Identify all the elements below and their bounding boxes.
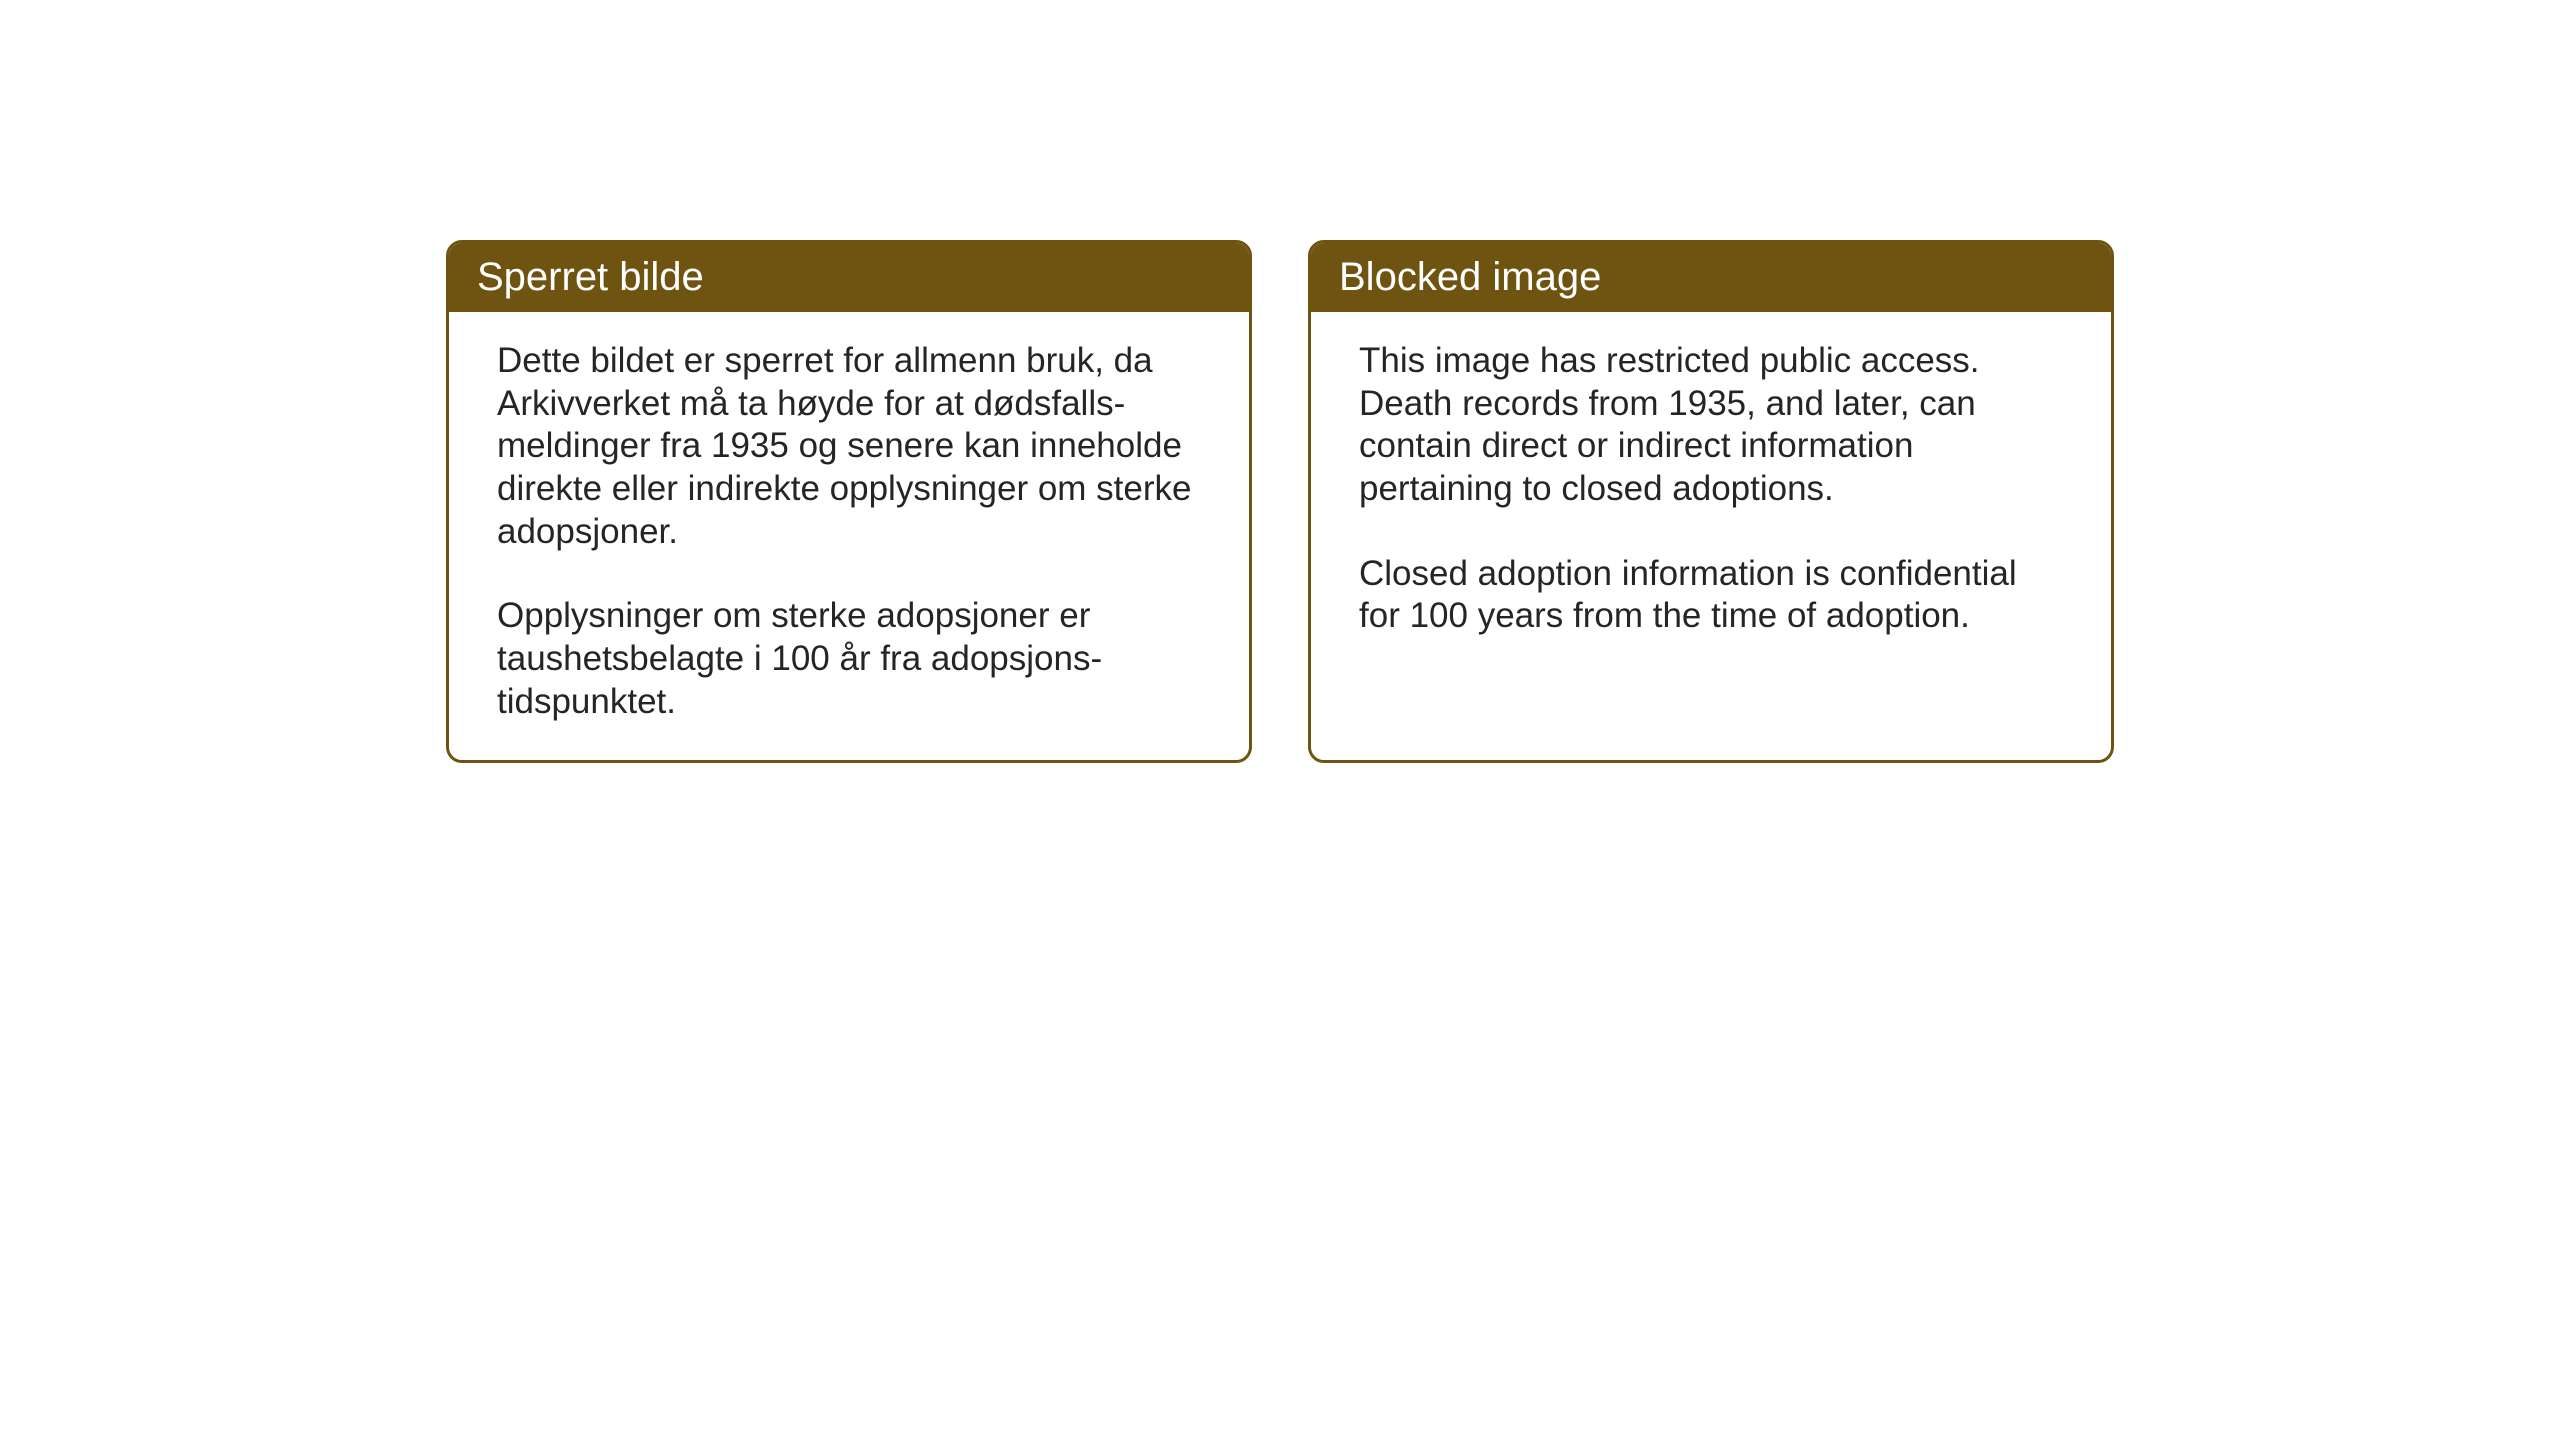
notice-container: Sperret bilde Dette bildet er sperret fo… bbox=[446, 240, 2114, 763]
notice-body-norwegian: Dette bildet er sperret for allmenn bruk… bbox=[449, 312, 1249, 760]
notice-paragraph-2-norwegian: Opplysninger om sterke adopsjoner er tau… bbox=[497, 595, 1201, 723]
notice-header-norwegian: Sperret bilde bbox=[449, 243, 1249, 312]
notice-box-english: Blocked image This image has restricted … bbox=[1308, 240, 2114, 763]
notice-body-english: This image has restricted public access.… bbox=[1311, 312, 2111, 756]
notice-paragraph-1-english: This image has restricted public access.… bbox=[1359, 340, 2063, 511]
notice-paragraph-2-english: Closed adoption information is confident… bbox=[1359, 553, 2063, 638]
notice-box-norwegian: Sperret bilde Dette bildet er sperret fo… bbox=[446, 240, 1252, 763]
notice-paragraph-1-norwegian: Dette bildet er sperret for allmenn bruk… bbox=[497, 340, 1201, 553]
notice-title-english: Blocked image bbox=[1339, 255, 1601, 299]
notice-header-english: Blocked image bbox=[1311, 243, 2111, 312]
notice-title-norwegian: Sperret bilde bbox=[477, 255, 704, 299]
